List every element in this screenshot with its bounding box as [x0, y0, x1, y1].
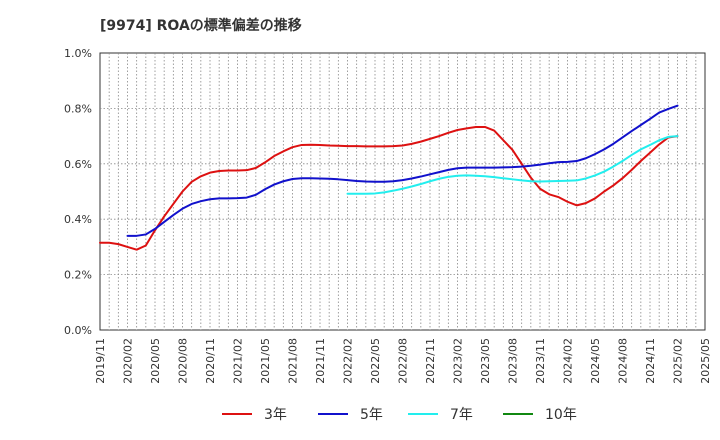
series-line-5年 [126, 104, 679, 237]
x-tick-label: 2021/02 [232, 338, 245, 384]
y-tick-label: 0.4% [64, 213, 92, 226]
y-tick-label: 0.0% [64, 324, 92, 337]
x-tick-label: 2020/08 [177, 338, 190, 384]
x-tick-label: 2022/05 [369, 338, 382, 384]
x-tick-label: 2024/02 [562, 338, 575, 384]
x-tick-label: 2025/02 [672, 338, 685, 384]
x-tick-label: 2020/11 [204, 338, 217, 384]
x-tick-label: 2024/11 [644, 338, 657, 384]
x-tick-label: 2022/11 [424, 338, 437, 384]
x-tick-label: 2020/02 [122, 338, 135, 384]
x-tick-label: 2023/05 [479, 338, 492, 384]
y-tick-label: 0.6% [64, 158, 92, 171]
x-tick-label: 2021/08 [287, 338, 300, 384]
x-tick-label: 2024/05 [589, 338, 602, 384]
legend-label: 10年 [545, 407, 577, 423]
legend: 3年 5年 7年 10年 [222, 407, 577, 423]
x-tick-label: 2022/08 [397, 338, 410, 384]
grid-lines [100, 53, 705, 330]
legend-label: 7年 [450, 407, 473, 423]
y-tick-label: 0.2% [64, 269, 92, 282]
legend-label: 3年 [264, 407, 287, 423]
x-tick-label: 2023/08 [507, 338, 520, 384]
x-tick-label: 2020/05 [149, 338, 162, 384]
x-tick-label: 2023/02 [452, 338, 465, 384]
x-tick-label: 2024/08 [617, 338, 630, 384]
chart-title: [9974] ROAの標準偏差の推移 [100, 17, 302, 34]
series-line-7年 [346, 135, 679, 195]
x-tick-label: 2021/11 [314, 338, 327, 384]
x-tick-label: 2023/11 [534, 338, 547, 384]
legend-label: 5年 [360, 407, 383, 423]
x-tick-label: 2022/02 [342, 338, 355, 384]
y-tick-label: 1.0% [64, 47, 92, 60]
x-tick-label: 2025/05 [699, 338, 712, 384]
y-axis-ticks: 0.0% 0.2% 0.4% 0.6% 0.8% 1.0% [64, 47, 92, 337]
x-axis-ticks: 2019/11 2020/02 2020/05 2020/08 2020/11 2021/… [94, 338, 712, 384]
x-tick-label: 2019/11 [94, 338, 107, 384]
series-line-3年 [99, 125, 679, 251]
y-tick-label: 0.8% [64, 102, 92, 115]
x-tick-label: 2021/05 [259, 338, 272, 384]
series-lines [99, 104, 679, 251]
